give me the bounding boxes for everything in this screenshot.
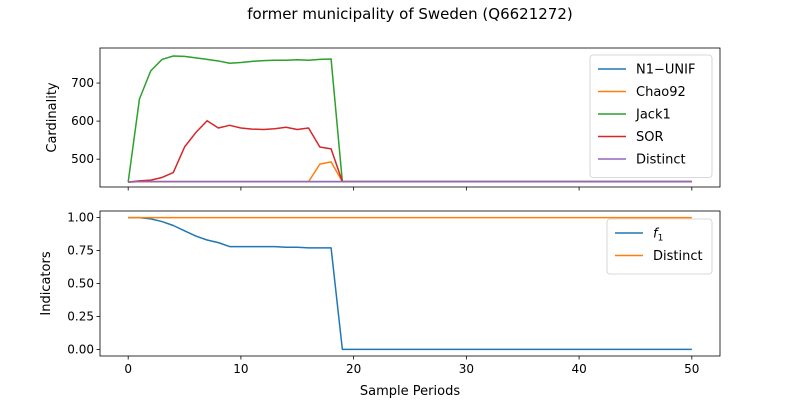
x-tick-label: 20	[346, 362, 361, 376]
plot-frame	[99, 47, 721, 188]
legend-label: Jack1	[635, 108, 671, 123]
x-tick-label: 10	[233, 362, 248, 376]
legend-label: SOR	[636, 130, 664, 145]
y-tick-label: 500	[71, 152, 94, 166]
legend-label: N1−UNIF	[636, 63, 695, 78]
y-axis-label: Cardinality	[45, 82, 60, 153]
y-axis-label: Indicators	[39, 251, 54, 315]
y-tick-label: 0.25	[67, 309, 94, 323]
x-axis-label: Sample Periods	[360, 384, 460, 399]
figure-title: former municipality of Sweden (Q6621272)	[247, 5, 573, 23]
legend-box	[606, 218, 713, 275]
legend-label: f1	[653, 227, 663, 244]
legend-label: Distinct	[636, 153, 686, 168]
legend-box	[589, 54, 713, 178]
cardinality-panel: 500 600 700 Cardinality N1−UNIF Chao92 Jack1 SO…	[45, 47, 721, 191]
y-tick-label: 0.00	[67, 342, 94, 356]
legend-label: Distinct	[653, 249, 703, 264]
indicators-panel: 0 10 20 30 40 50 0.00 0.25 0.50 0.75 1.00 Indicator…	[39, 211, 721, 376]
y-tick-label: 0.75	[67, 244, 94, 258]
x-tick-label: 40	[571, 362, 586, 376]
series-line	[128, 216, 692, 351]
x-tick-label: 30	[459, 362, 474, 376]
y-tick-label: 1.00	[67, 211, 94, 225]
y-tick-label: 600	[71, 114, 94, 128]
legend-label: Chao92	[636, 85, 686, 100]
y-tick-label: 700	[71, 76, 94, 90]
y-tick-label: 0.50	[67, 277, 94, 291]
x-tick-label: 0	[124, 362, 132, 376]
x-tick-label: 50	[684, 362, 699, 376]
